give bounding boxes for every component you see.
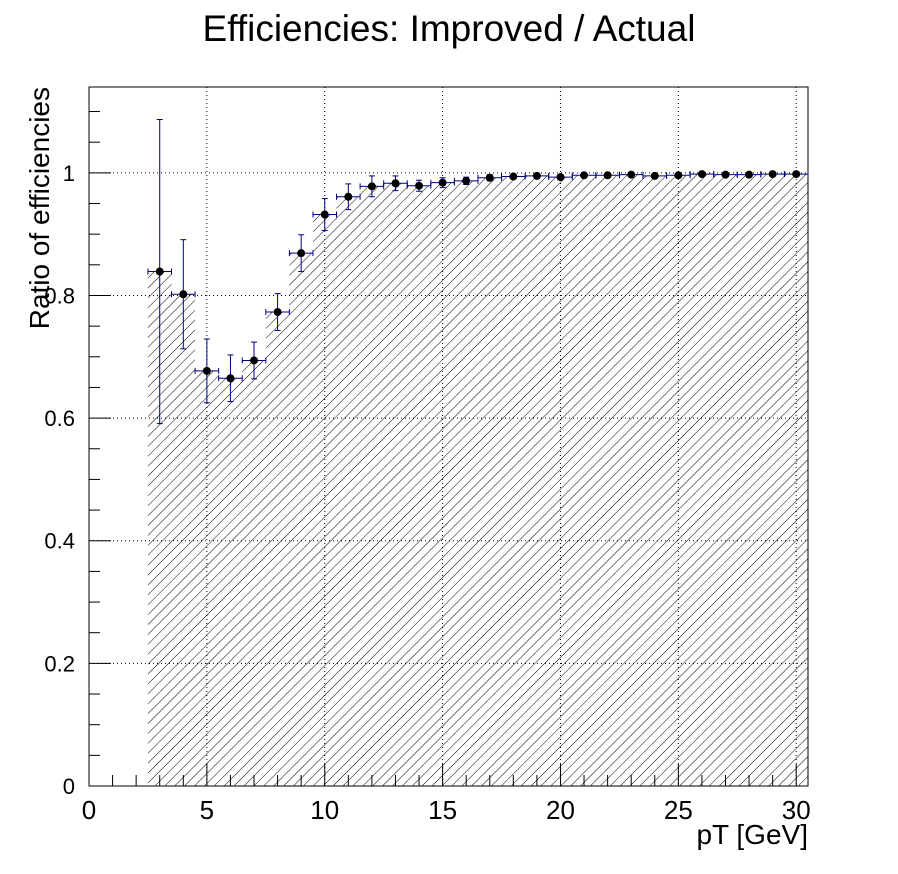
data-marker xyxy=(674,171,683,180)
data-point xyxy=(336,183,361,211)
x-tick-label: 10 xyxy=(310,795,339,825)
data-marker xyxy=(721,170,730,179)
y-axis-title: Ratio of efficiencies xyxy=(24,87,55,329)
data-marker xyxy=(297,249,306,258)
data-point xyxy=(265,293,290,331)
plot-frame xyxy=(88,86,809,787)
x-tick-label: 0 xyxy=(82,795,96,825)
data-marker xyxy=(485,173,494,182)
y-tick-label: 0.2 xyxy=(44,651,75,676)
data-marker xyxy=(391,179,400,188)
y-tick-label: 0 xyxy=(63,774,75,799)
data-marker xyxy=(627,170,636,179)
data-marker xyxy=(320,210,329,219)
data-marker xyxy=(273,308,282,317)
y-tick-label: 0.8 xyxy=(44,283,75,308)
data-marker xyxy=(556,173,565,182)
data-marker xyxy=(768,170,777,179)
data-marker xyxy=(226,374,235,383)
data-point xyxy=(383,175,408,192)
data-point xyxy=(571,171,597,180)
data-point xyxy=(689,170,715,179)
y-tick-label: 1 xyxy=(63,161,75,186)
x-axis-title: pT [GeV] xyxy=(696,819,808,850)
data-point xyxy=(241,341,267,380)
data-point xyxy=(760,170,785,179)
chart-title: Efficiencies: Improved / Actual xyxy=(202,8,696,49)
data-marker xyxy=(415,181,424,190)
data-marker xyxy=(745,170,754,179)
data-point xyxy=(618,170,644,179)
data-point xyxy=(453,176,479,185)
data-point xyxy=(642,171,668,180)
data-marker xyxy=(155,267,164,276)
y-tick-label: 0.6 xyxy=(44,406,75,431)
data-point xyxy=(477,173,503,182)
data-point xyxy=(783,170,809,179)
x-tick-label: 5 xyxy=(200,795,214,825)
x-tick-label: 30 xyxy=(782,795,811,825)
data-marker xyxy=(650,171,659,180)
x-tick-label: 20 xyxy=(546,795,575,825)
data-point xyxy=(595,171,620,180)
x-tick-label: 15 xyxy=(428,795,457,825)
data-point xyxy=(194,338,220,404)
y-tick-label: 0.4 xyxy=(44,529,75,554)
x-tick-label: 25 xyxy=(664,795,693,825)
data-marker xyxy=(509,172,518,181)
data-point xyxy=(218,354,243,403)
data-marker xyxy=(532,171,541,180)
data-point xyxy=(736,170,762,179)
data-marker xyxy=(250,356,259,365)
data-point xyxy=(406,179,432,192)
data-marker xyxy=(603,171,612,180)
data-marker xyxy=(438,178,447,187)
data-point xyxy=(171,239,196,350)
data-point xyxy=(288,234,314,273)
data-marker xyxy=(580,171,589,180)
data-point xyxy=(312,198,338,231)
data-marker xyxy=(697,170,706,179)
data-marker xyxy=(792,170,801,179)
data-point xyxy=(548,173,573,182)
data-marker xyxy=(462,176,471,185)
data-marker xyxy=(179,290,188,299)
data-marker xyxy=(344,192,353,201)
data-marker xyxy=(202,366,211,375)
histogram-fill xyxy=(147,174,808,786)
data-point xyxy=(666,171,691,180)
data-point xyxy=(147,118,173,425)
data-marker xyxy=(367,182,376,191)
